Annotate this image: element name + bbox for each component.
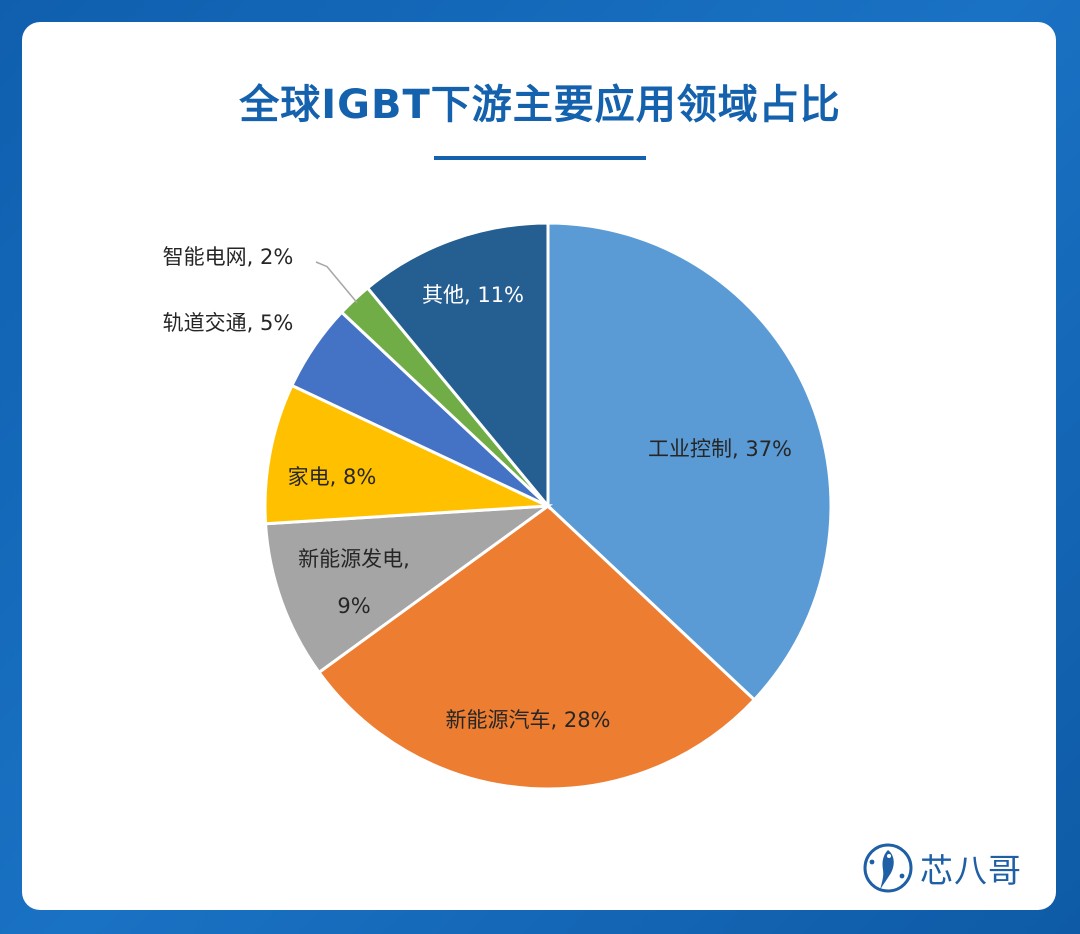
slice-label-7: 其他, 11% xyxy=(422,283,524,307)
bird-logo-icon xyxy=(863,843,913,893)
pie-slice-1 xyxy=(546,221,833,702)
slice-label-1: 工业控制, 37% xyxy=(648,437,792,461)
pie-slice-7 xyxy=(365,221,550,511)
slice-label-6: 智能电网, 2% xyxy=(163,245,294,269)
leader-line xyxy=(315,261,358,304)
chart-title: 全球IGBT下游主要应用领域占比 xyxy=(239,82,841,128)
brand-logo: 芯八哥 xyxy=(862,840,1022,896)
slice-label-5: 轨道交通, 5% xyxy=(163,311,294,335)
title-underline xyxy=(434,156,646,160)
pie-slice-4 xyxy=(263,383,549,526)
slice-label-2: 新能源汽车, 28% xyxy=(445,708,610,732)
slice-label-4: 家电, 8% xyxy=(288,465,377,489)
pie-slice-3 xyxy=(263,504,554,675)
pie-slice-2 xyxy=(316,504,757,791)
slice-label-3: 新能源发电, 9% xyxy=(298,547,410,618)
logo-text: 芯八哥 xyxy=(920,851,1022,890)
